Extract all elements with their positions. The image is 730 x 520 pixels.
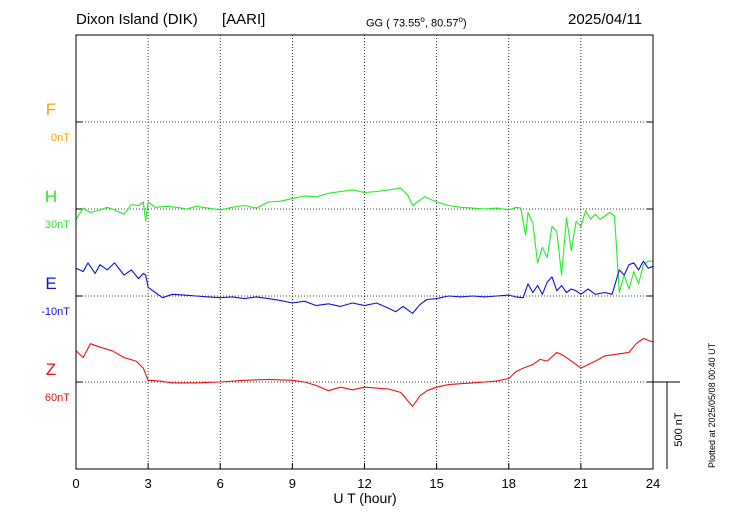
degree-mark-2: o (458, 15, 463, 24)
series-line-h (75, 187, 653, 294)
series-name-e: E (45, 274, 56, 293)
header-station: Dixon Island (DIK) (76, 11, 198, 28)
scale-bar-label: 500 nT (673, 412, 685, 447)
x-tick-label: 9 (289, 476, 296, 491)
coords-mid: , 80.57 (424, 17, 459, 30)
coords-prefix: GG ( 73.55 (366, 17, 421, 30)
x-ticks: 0 3 6 9 12 15 18 21 24 (72, 121, 660, 491)
degree-mark-1: o (420, 15, 425, 24)
series-labels: F 0nT H 30nT E -10nT Z 60nT (41, 100, 70, 404)
series-name-f: F (46, 100, 56, 119)
series-offset-z: 60nT (45, 392, 70, 404)
header-institute: [AARI] (222, 11, 266, 28)
series-line-z (75, 337, 654, 407)
header-date: 2025/04/11 (568, 11, 642, 28)
x-tick-label: 6 (217, 476, 224, 491)
series-offset-f: 0nT (51, 132, 70, 144)
series-offset-h: 30nT (45, 219, 70, 231)
x-tick-label: 24 (646, 476, 660, 491)
grid (76, 35, 653, 469)
coords-suffix: ) (462, 17, 467, 30)
x-tick-label: 21 (574, 476, 588, 491)
series-offset-e: -10nT (41, 306, 70, 318)
header-coordinates: GG ( 73.55o, 80.57o) (366, 15, 467, 30)
x-axis-label: U T (hour) (333, 490, 396, 506)
scale-bar: 500 nT (653, 381, 685, 469)
plotted-timestamp: Plotted at 2025/05/08 00:40 UT (707, 342, 717, 468)
x-tick-label: 12 (357, 476, 371, 491)
series-line-e (75, 260, 654, 314)
x-tick-label: 0 (72, 476, 79, 491)
x-tick-label: 3 (145, 476, 152, 491)
x-tick-label: 18 (502, 476, 516, 491)
x-tick-label: 15 (429, 476, 443, 491)
series-layer (75, 187, 654, 407)
series-name-z: Z (46, 360, 56, 379)
series-name-h: H (45, 187, 57, 206)
